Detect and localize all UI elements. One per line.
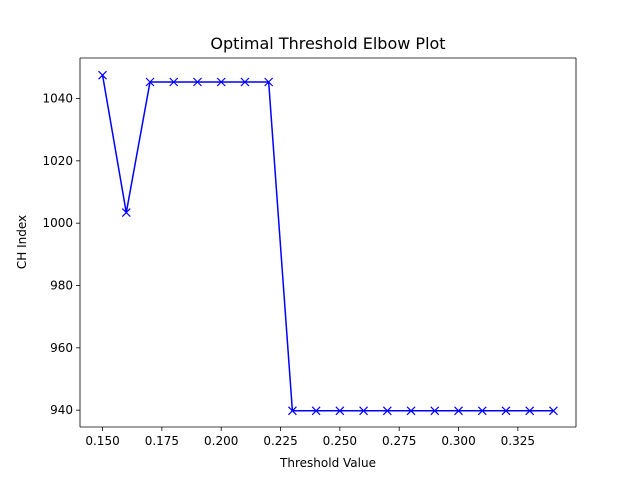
y-tick-label: 1040: [42, 92, 73, 106]
data-point-marker: [335, 406, 345, 416]
data-point-marker: [382, 406, 392, 416]
data-point-marker: [98, 70, 107, 80]
y-axis-label: CH Index: [15, 215, 29, 269]
data-point-marker: [406, 406, 416, 416]
data-point-marker: [359, 406, 369, 416]
x-tick-label: 0.325: [501, 434, 535, 448]
data-point-marker: [169, 77, 179, 87]
data-point-marker: [216, 77, 226, 87]
x-tick-label: 0.275: [382, 434, 416, 448]
data-point-marker: [311, 406, 321, 416]
x-tick-label: 0.225: [263, 434, 297, 448]
data-point-marker: [454, 406, 463, 416]
x-tick-label: 0.150: [85, 434, 119, 448]
data-point-marker: [430, 406, 440, 416]
data-point-marker: [549, 406, 558, 416]
data-point-marker: [121, 208, 131, 218]
series-line: [101, 75, 554, 412]
data-point-marker: [525, 406, 535, 416]
data-point-marker: [145, 77, 155, 87]
chart-title: Optimal Threshold Elbow Plot: [210, 34, 445, 53]
data-point-marker: [477, 406, 487, 416]
x-tick-label: 0.250: [323, 434, 357, 448]
data-point-marker: [240, 77, 250, 87]
y-tick-label: 960: [50, 341, 73, 355]
data-point-marker: [193, 77, 202, 87]
y-tick-label: 940: [50, 403, 73, 417]
x-tick-label: 0.200: [204, 434, 238, 448]
data-point-marker: [287, 406, 297, 416]
y-tick-label: 1020: [42, 154, 73, 168]
x-tick-label: 0.300: [441, 434, 475, 448]
plot-area: 0.150 0.175 0.200 0.225 0.250 0.275 0.300 0.325…: [42, 57, 577, 448]
y-tick-label: 980: [50, 279, 73, 293]
x-axis-label: Threshold Value: [279, 456, 376, 470]
data-point-marker: [264, 77, 274, 87]
x-tick-label: 0.175: [145, 434, 179, 448]
data-point-marker: [501, 406, 511, 416]
y-tick-label: 1000: [42, 216, 73, 230]
